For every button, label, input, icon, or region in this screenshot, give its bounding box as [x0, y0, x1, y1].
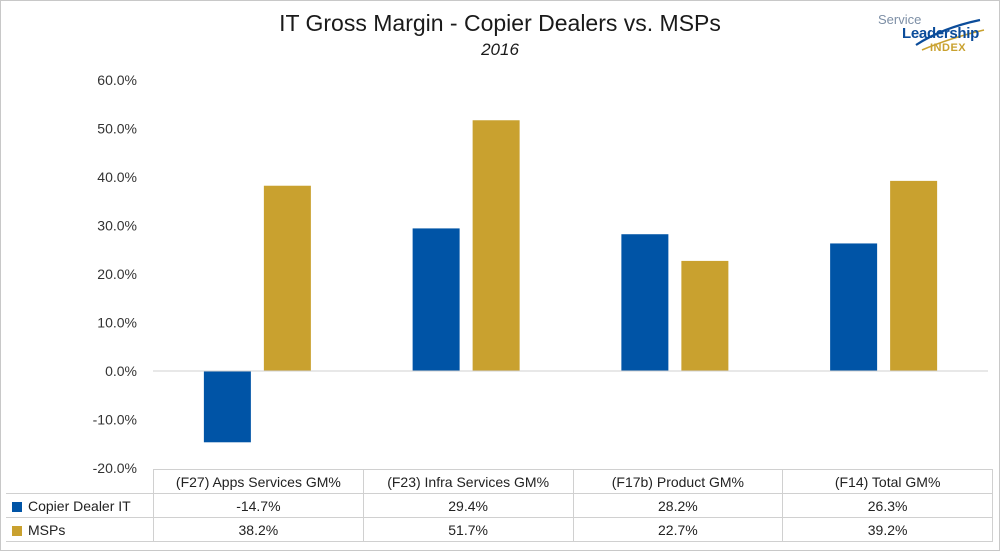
logo-text-index: INDEX [930, 42, 967, 54]
service-leadership-logo: Service Leadership INDEX [872, 12, 990, 60]
y-tick-label: 50.0% [97, 121, 137, 137]
series-name: Copier Dealer IT [28, 497, 131, 514]
data-table-cell: 22.7% [572, 517, 784, 542]
bar-msps [890, 180, 938, 371]
data-table-cell: 38.2% [153, 517, 364, 542]
data-table-cell: 51.7% [362, 517, 574, 542]
bar-copier-dealer [621, 234, 669, 371]
data-table-row-label: MSPs [6, 517, 154, 542]
data-table: (F27) Apps Services GM% (F23) Infra Serv… [6, 469, 993, 542]
data-table-cell: 29.4% [362, 493, 574, 518]
data-table-cell: -14.7% [153, 493, 364, 518]
legend-swatch-copier [12, 501, 22, 512]
logo-text-service: Service [878, 12, 922, 27]
logo-swoosh [915, 18, 985, 51]
data-table-row-label: Copier Dealer IT [6, 493, 154, 518]
data-table-cell: 39.2% [782, 517, 993, 542]
data-table-category: (F23) Infra Services GM% [362, 469, 574, 494]
data-table-header-row: (F27) Apps Services GM% (F23) Infra Serv… [6, 469, 993, 494]
bar-msps [263, 185, 311, 371]
data-table-cell: 26.3% [782, 493, 993, 518]
data-table-category: (F17b) Product GM% [572, 469, 784, 494]
y-tick-label: 40.0% [97, 169, 137, 185]
data-table-row-msps: MSPs 38.2% 51.7% 22.7% 39.2% [6, 517, 993, 542]
y-tick-label: 20.0% [97, 266, 137, 282]
bar-copier-dealer [203, 371, 251, 443]
data-table-corner [6, 469, 154, 494]
series-name: MSPs [28, 521, 66, 538]
y-tick-label: 10.0% [97, 315, 137, 331]
data-table-cell: 28.2% [572, 493, 784, 518]
chart-subtitle: 2016 [481, 40, 519, 59]
data-table-row-copier: Copier Dealer IT -14.7% 29.4% 28.2% 26.3… [6, 493, 993, 518]
data-table-category: (F27) Apps Services GM% [153, 469, 364, 494]
bar-copier-dealer [830, 243, 878, 371]
bar-copier-dealer [412, 228, 460, 371]
y-tick-label: 0.0% [105, 363, 137, 379]
data-table-category: (F14) Total GM% [782, 469, 993, 494]
chart-title: IT Gross Margin - Copier Dealers vs. MSP… [279, 10, 721, 36]
bar-msps [472, 120, 520, 371]
y-tick-label: 60.0% [97, 72, 137, 88]
legend-swatch-msps [12, 525, 22, 536]
y-tick-label: 30.0% [97, 218, 137, 234]
y-tick-label: -10.0% [93, 412, 137, 428]
logo-text-leadership: Leadership [902, 25, 980, 42]
bar-msps [681, 260, 729, 371]
